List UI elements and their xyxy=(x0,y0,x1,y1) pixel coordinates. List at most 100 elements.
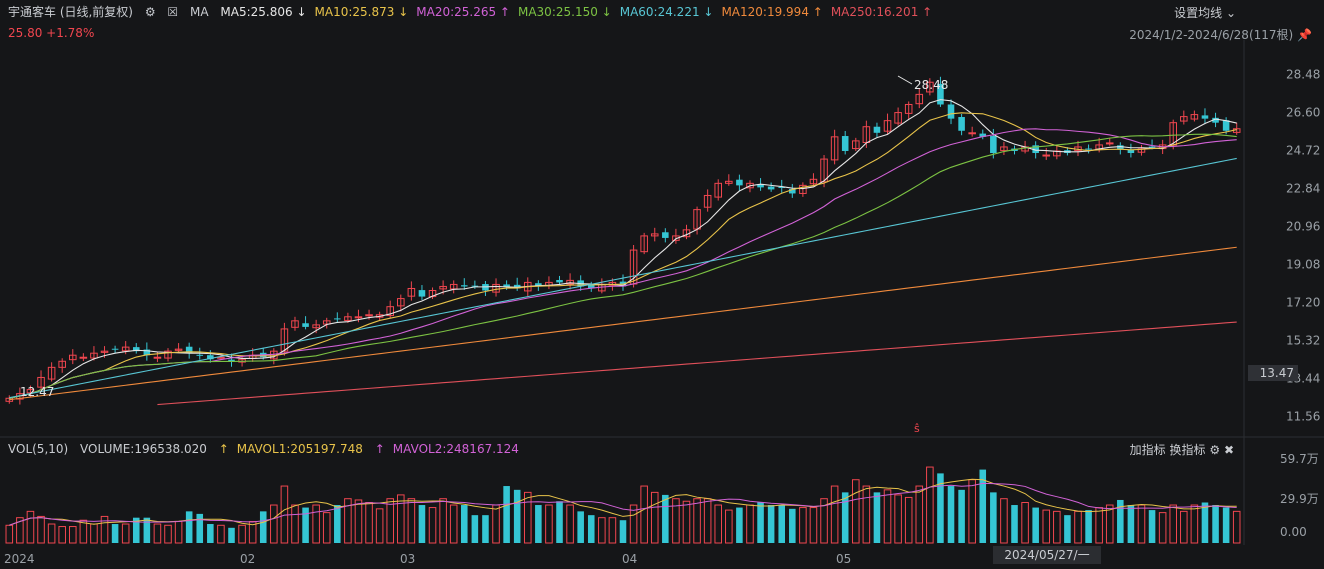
date-range[interactable]: 2024/1/2-2024/6/28(117根) 📌 xyxy=(1129,26,1312,43)
candle-up xyxy=(566,279,574,285)
candle-up xyxy=(640,235,648,253)
candle-up xyxy=(26,389,35,394)
volume-bar-down xyxy=(513,489,521,543)
volume-bar-up xyxy=(545,504,553,544)
volume-bar-down xyxy=(937,473,944,543)
volume-bar-up xyxy=(16,517,24,544)
volume-bar-up xyxy=(344,498,352,544)
stock-title: 宇通客车 (日线,前复权) xyxy=(8,5,133,19)
candle-up xyxy=(714,182,723,198)
volume-bar-down xyxy=(1148,510,1156,543)
candle-up xyxy=(37,376,45,388)
candle-down xyxy=(873,126,881,133)
volume-bar-down xyxy=(1011,505,1018,543)
ma120-line xyxy=(9,246,1237,401)
candle-up xyxy=(291,320,299,328)
volume-bar-down xyxy=(662,494,669,543)
volume-bar-down xyxy=(482,515,489,543)
volume-bar-up xyxy=(809,507,818,544)
candle-up xyxy=(1105,142,1114,145)
volume-bar-up xyxy=(238,524,246,544)
volume-tick-label: 59.7万 xyxy=(1280,452,1319,466)
volume-bar-down xyxy=(207,524,214,543)
volume-bar-down xyxy=(503,486,510,543)
volume-bar-up xyxy=(904,496,913,544)
mavol1-value: MAVOL1:205197.748 xyxy=(236,442,363,456)
candle-down xyxy=(789,189,796,194)
volume-bar-up xyxy=(68,526,77,544)
volume-bar-up xyxy=(629,504,638,544)
ma10-line xyxy=(9,112,1237,399)
ma60-line xyxy=(9,157,1237,399)
switch-indicator-button[interactable]: 换指标 xyxy=(1169,443,1206,457)
candle-up xyxy=(58,360,66,368)
candle-down xyxy=(1085,148,1092,150)
pin-icon[interactable]: 📌 xyxy=(1297,28,1312,42)
candle-down xyxy=(1222,120,1230,131)
settings-ma-button[interactable]: 设置均线 ⌄ xyxy=(1174,4,1236,21)
candle-down xyxy=(1148,146,1156,148)
candle-down xyxy=(132,347,140,352)
cursor-date-tag: 2024/05/27/一 xyxy=(993,546,1101,564)
volume-bar-down xyxy=(471,515,479,543)
ma-legend-item: MA60:24.221 ↓ xyxy=(619,5,714,19)
candle-down xyxy=(185,346,193,354)
volume-bar-down xyxy=(1201,502,1209,543)
settings-ma-label: 设置均线 xyxy=(1174,6,1223,20)
volume-bar-up xyxy=(47,523,56,544)
cursor-marker: ŝ xyxy=(914,422,920,435)
ma-legend-item: MA5:25.806 ↓ xyxy=(220,5,307,19)
volume-bar-down xyxy=(1085,510,1092,543)
candle-down xyxy=(841,136,849,151)
ma-legend-item: MA10:25.873 ↓ xyxy=(314,5,409,19)
volume-bar-down xyxy=(873,492,881,543)
candle-up xyxy=(1180,116,1188,122)
volume-bar-up xyxy=(58,526,66,544)
volume-bar-down xyxy=(619,520,627,543)
candle-down xyxy=(228,359,235,362)
volume-bar-up xyxy=(248,520,257,544)
volume-bar-up xyxy=(90,523,98,544)
vol-label: VOL(5,10) xyxy=(8,442,69,456)
close-icon[interactable]: ☒ xyxy=(167,5,179,19)
volume-bar-up xyxy=(270,504,278,544)
candle-down xyxy=(767,186,775,190)
close-icon[interactable]: ✖ xyxy=(1223,443,1234,457)
candle-down xyxy=(947,104,955,119)
ma-legend-item: MA20:25.265 ↑ xyxy=(416,5,510,19)
volume-bar-up xyxy=(386,498,394,544)
gear-icon[interactable]: ⚙ xyxy=(1209,443,1221,457)
volume-bar-up xyxy=(672,498,680,544)
volume-bar-up xyxy=(1105,504,1114,544)
candle-up xyxy=(344,316,352,321)
candle-up xyxy=(280,328,289,352)
volume-bar-up xyxy=(1180,510,1188,544)
candle-down xyxy=(662,232,669,238)
volume-bar-up xyxy=(428,507,437,544)
candle-up xyxy=(725,180,733,184)
candle-up xyxy=(915,93,924,105)
add-indicator-button[interactable]: 加指标 xyxy=(1129,443,1166,457)
y-tick-label: 28.48 xyxy=(1286,68,1320,82)
ma-legend-item: MA30:25.150 ↓ xyxy=(517,5,612,19)
x-tick-label: 05 xyxy=(836,552,851,566)
gear-icon[interactable]: ⚙ xyxy=(144,5,156,19)
candle-up xyxy=(926,81,934,93)
y-tick-label: 17.20 xyxy=(1286,296,1320,310)
volume-bar-down xyxy=(185,511,193,543)
candle-up xyxy=(799,184,807,194)
volume-bar-down xyxy=(1222,507,1230,543)
candle-up xyxy=(100,350,109,353)
volume-bar-up xyxy=(1232,510,1241,544)
candle-down xyxy=(418,290,426,297)
y-tick-label: 15.32 xyxy=(1286,334,1320,348)
volume-bar-down xyxy=(259,511,267,543)
candle-down xyxy=(1127,149,1135,154)
candle-up xyxy=(90,352,98,359)
candle-up xyxy=(1000,146,1008,152)
candle-down xyxy=(334,318,341,320)
candle-up xyxy=(164,350,172,359)
ma250-line xyxy=(157,321,1237,406)
volume-bar-down xyxy=(1117,499,1124,543)
